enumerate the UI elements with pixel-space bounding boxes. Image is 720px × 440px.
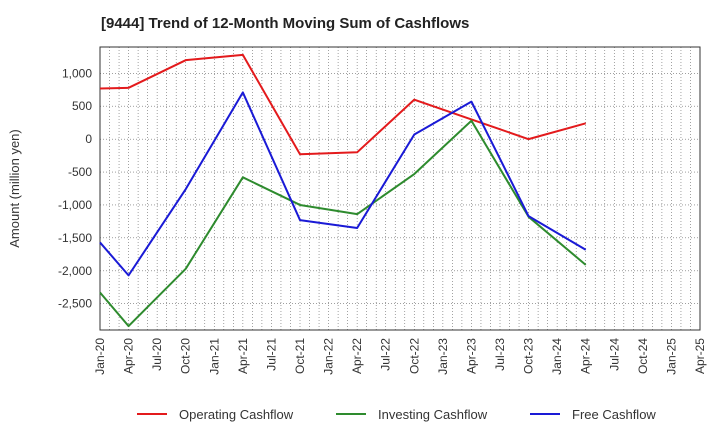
x-tick-label: Apr-21	[236, 338, 250, 374]
plot-area	[100, 47, 700, 330]
x-tick-label: Apr-22	[350, 338, 364, 374]
series-line-free-cashflow	[99, 91, 587, 277]
legend-label-free-cashflow: Free Cashflow	[572, 407, 656, 422]
series-line-investing-cashflow	[99, 119, 587, 328]
x-tick-label: Oct-24	[636, 338, 650, 374]
y-axis-label: Amount (million yen)	[7, 129, 22, 248]
x-tick-label: Jan-25	[664, 338, 678, 375]
x-tick-label: Apr-20	[122, 338, 136, 374]
legend-label-investing-cashflow: Investing Cashflow	[378, 407, 488, 422]
plot-frame	[99, 46, 701, 331]
x-tick-label: Apr-23	[464, 338, 478, 374]
x-tick-label: Jul-23	[493, 338, 507, 371]
x-tick-label: Jul-20	[150, 338, 164, 371]
y-tick-label: -500	[68, 165, 92, 179]
x-tick-label: Jan-23	[436, 338, 450, 375]
y-tick-label: -2,500	[58, 297, 92, 311]
x-tick-label: Jul-24	[607, 338, 621, 371]
x-tick-label: Jan-24	[550, 338, 564, 375]
x-tick-label: Apr-25	[693, 338, 707, 374]
x-tick-label: Apr-24	[579, 338, 593, 374]
y-tick-label: 0	[85, 132, 92, 146]
y-tick-label: 1,000	[62, 66, 92, 80]
series-line-operating-cashflow	[99, 53, 586, 156]
x-tick-label: Jan-20	[93, 338, 107, 375]
x-tick-label: Jul-21	[264, 338, 278, 371]
y-tick-label: -2,000	[58, 264, 92, 278]
legend-label-operating-cashflow: Operating Cashflow	[179, 407, 294, 422]
x-tick-label: Oct-23	[522, 338, 536, 374]
y-tick-label: -1,000	[58, 198, 92, 212]
x-tick-label: Oct-22	[407, 338, 421, 374]
y-tick-label: -1,500	[58, 231, 92, 245]
y-tick-label: 500	[72, 99, 92, 113]
x-tick-label: Jul-22	[379, 338, 393, 371]
x-tick-label: Oct-20	[179, 338, 193, 374]
chart-title: [9444] Trend of 12-Month Moving Sum of C…	[101, 15, 470, 32]
x-tick-label: Oct-21	[293, 338, 307, 374]
x-tick-label: Jan-21	[207, 338, 221, 375]
x-tick-label: Jan-22	[322, 338, 336, 375]
